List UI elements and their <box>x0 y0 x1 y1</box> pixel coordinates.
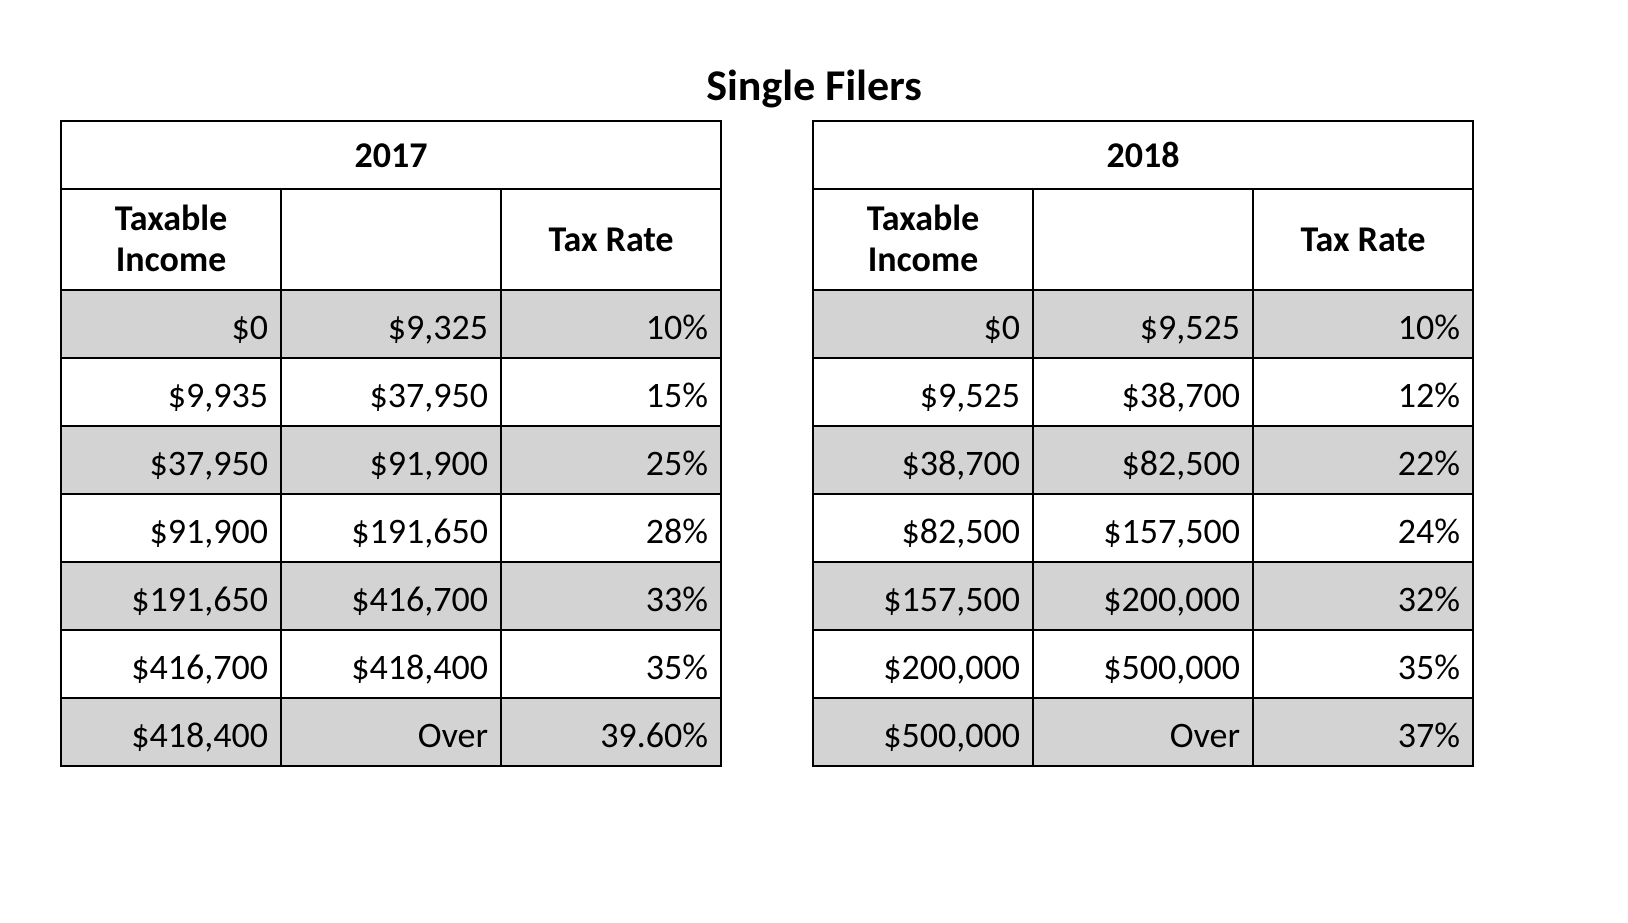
table-row: $191,650 $416,700 33% <box>61 562 721 630</box>
cell-rate: 33% <box>501 562 721 630</box>
cell-from: $191,650 <box>61 562 281 630</box>
page-title: Single Filers <box>60 58 1568 112</box>
table-row: $9,935 $37,950 15% <box>61 358 721 426</box>
cell-rate: 24% <box>1253 494 1473 562</box>
cell-rate: 37% <box>1253 698 1473 766</box>
table-row: $200,000 $500,000 35% <box>813 630 1473 698</box>
cell-from: $9,525 <box>813 358 1033 426</box>
cell-rate: 25% <box>501 426 721 494</box>
cell-from: $91,900 <box>61 494 281 562</box>
cell-rate: 15% <box>501 358 721 426</box>
cell-from: $0 <box>813 290 1033 358</box>
col-header-taxable-income: Taxable Income <box>61 189 281 290</box>
cell-to: Over <box>281 698 501 766</box>
cell-to: $9,325 <box>281 290 501 358</box>
cell-to: $191,650 <box>281 494 501 562</box>
col-header-blank <box>1033 189 1253 290</box>
cell-rate: 32% <box>1253 562 1473 630</box>
table-row: $416,700 $418,400 35% <box>61 630 721 698</box>
cell-from: $38,700 <box>813 426 1033 494</box>
table-row: $418,400 Over 39.60% <box>61 698 721 766</box>
table-row: $91,900 $191,650 28% <box>61 494 721 562</box>
cell-rate: 35% <box>501 630 721 698</box>
cell-rate: 12% <box>1253 358 1473 426</box>
table-row: $38,700 $82,500 22% <box>813 426 1473 494</box>
cell-rate: 22% <box>1253 426 1473 494</box>
cell-from: $9,935 <box>61 358 281 426</box>
cell-rate: 10% <box>1253 290 1473 358</box>
page: Single Filers 2017 Taxable Income Tax Ra… <box>0 0 1628 923</box>
col-header-tax-rate: Tax Rate <box>501 189 721 290</box>
table-row: $0 $9,525 10% <box>813 290 1473 358</box>
year-header: 2018 <box>813 121 1473 189</box>
cell-rate: 10% <box>501 290 721 358</box>
table-row: $0 $9,325 10% <box>61 290 721 358</box>
cell-to: $9,525 <box>1033 290 1253 358</box>
cell-from: $0 <box>61 290 281 358</box>
table-row: $82,500 $157,500 24% <box>813 494 1473 562</box>
cell-to: $82,500 <box>1033 426 1253 494</box>
cell-from: $416,700 <box>61 630 281 698</box>
table-row: $157,500 $200,000 32% <box>813 562 1473 630</box>
cell-from: $157,500 <box>813 562 1033 630</box>
cell-to: $38,700 <box>1033 358 1253 426</box>
cell-from: $200,000 <box>813 630 1033 698</box>
cell-from: $500,000 <box>813 698 1033 766</box>
cell-to: $200,000 <box>1033 562 1253 630</box>
col-header-taxable-income: Taxable Income <box>813 189 1033 290</box>
table-row: $37,950 $91,900 25% <box>61 426 721 494</box>
cell-from: $82,500 <box>813 494 1033 562</box>
table-row: $500,000 Over 37% <box>813 698 1473 766</box>
col-header-tax-rate: Tax Rate <box>1253 189 1473 290</box>
cell-from: $37,950 <box>61 426 281 494</box>
cell-rate: 39.60% <box>501 698 721 766</box>
cell-to: $418,400 <box>281 630 501 698</box>
tax-table-2018: 2018 Taxable Income Tax Rate $0 $9,525 1… <box>812 120 1474 767</box>
col-header-blank <box>281 189 501 290</box>
tables-container: 2017 Taxable Income Tax Rate $0 $9,325 1… <box>60 120 1568 767</box>
year-header: 2017 <box>61 121 721 189</box>
table-row: $9,525 $38,700 12% <box>813 358 1473 426</box>
cell-to: $37,950 <box>281 358 501 426</box>
cell-rate: 35% <box>1253 630 1473 698</box>
cell-to: $416,700 <box>281 562 501 630</box>
cell-to: $157,500 <box>1033 494 1253 562</box>
tax-table-2017: 2017 Taxable Income Tax Rate $0 $9,325 1… <box>60 120 722 767</box>
cell-rate: 28% <box>501 494 721 562</box>
cell-to: $500,000 <box>1033 630 1253 698</box>
cell-to: $91,900 <box>281 426 501 494</box>
cell-to: Over <box>1033 698 1253 766</box>
cell-from: $418,400 <box>61 698 281 766</box>
